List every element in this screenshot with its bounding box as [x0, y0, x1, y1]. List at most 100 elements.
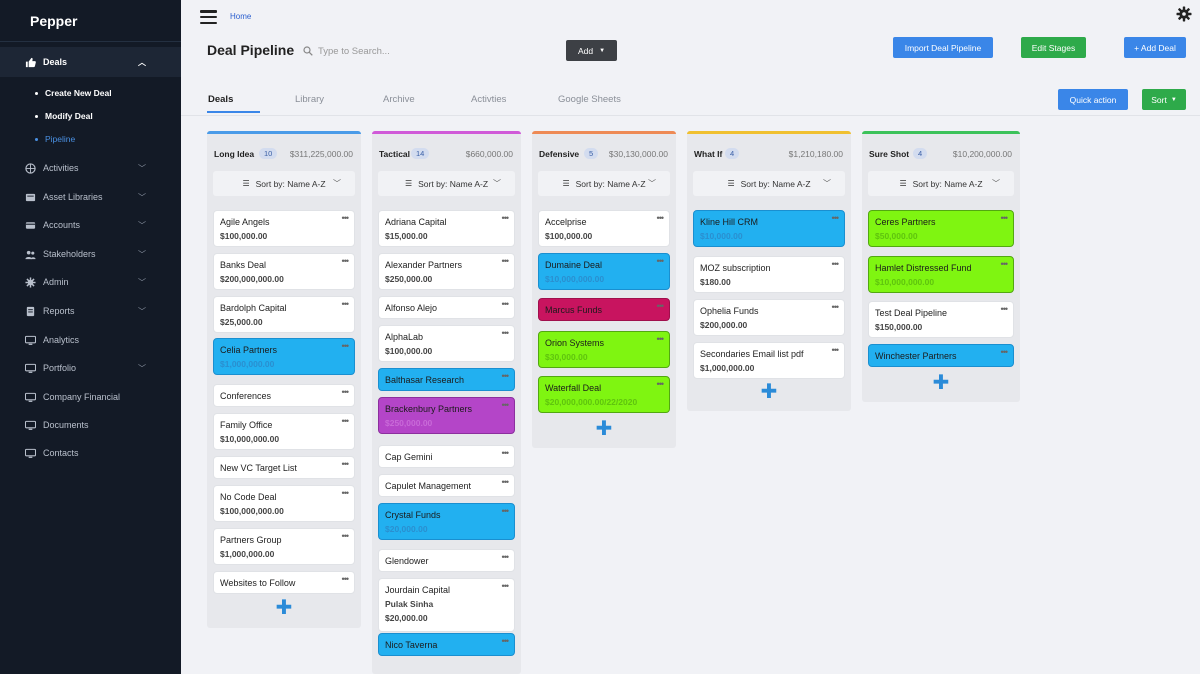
tab-activities[interactable]: Activties [471, 94, 507, 105]
sidebar-item-documents[interactable]: Documents [0, 414, 181, 436]
deal-card[interactable]: Banks Deal $200,000,000.00 ••• [213, 253, 355, 290]
sort-by-dropdown[interactable]: ☰ Sort by: Name A-Z ﹀ [868, 171, 1014, 196]
sidebar-item-accounts[interactable]: Accounts ﹀ [0, 214, 181, 236]
more-options-icon[interactable]: ••• [341, 299, 350, 309]
sidebar-item-admin[interactable]: Admin ﹀ [0, 271, 181, 293]
deal-card[interactable]: Waterfall Deal $20,000,000.00/22/2020 ••• [538, 376, 670, 413]
deal-card[interactable]: Orion Systems $30,000.00 ••• [538, 331, 670, 368]
sidebar-sub-pipeline[interactable]: Pipeline [35, 134, 75, 144]
deal-card[interactable]: Glendower ••• [378, 549, 515, 572]
add-card-icon[interactable]: ✚ [932, 372, 950, 394]
deal-card[interactable]: Capulet Management ••• [378, 474, 515, 497]
deal-card[interactable]: Balthasar Research ••• [378, 368, 515, 391]
deal-card[interactable]: Nico Taverna ••• [378, 633, 515, 656]
sort-by-dropdown[interactable]: ☰ Sort by: Name A-Z ﹀ [538, 171, 670, 196]
more-options-icon[interactable]: ••• [1000, 304, 1009, 314]
more-options-icon[interactable]: ••• [341, 488, 350, 498]
add-card-icon[interactable]: ✚ [275, 597, 293, 619]
more-options-icon[interactable]: ••• [831, 302, 840, 312]
deal-card[interactable]: Jourdain Capital Pulak Sinha $20,000.00 ••• [378, 578, 515, 632]
more-options-icon[interactable]: ••• [656, 379, 665, 389]
tab-library[interactable]: Library [295, 94, 325, 105]
add-card-icon[interactable]: ✚ [595, 418, 613, 440]
more-options-icon[interactable]: ••• [831, 259, 840, 269]
deal-card[interactable]: Test Deal Pipeline $150,000.00 ••• [868, 301, 1014, 338]
deal-card[interactable]: Hamlet Distressed Fund $10,000,000.00 ••• [868, 256, 1014, 293]
more-options-icon[interactable]: ••• [1000, 347, 1009, 357]
sidebar-item-company-financial[interactable]: Company Financial [0, 386, 181, 408]
deal-card[interactable]: Secondaries Email list pdf $1,000,000.00 •… [693, 342, 845, 379]
deal-card[interactable]: Celia Partners $1,000,000.00 ••• [213, 338, 355, 375]
more-options-icon[interactable]: ••• [1000, 213, 1009, 223]
deal-card[interactable]: Kline Hill CRM $10,000.00 ••• [693, 210, 845, 247]
add-card-icon[interactable]: ✚ [760, 381, 778, 403]
sidebar-item-reports[interactable]: Reports ﹀ [0, 300, 181, 322]
more-options-icon[interactable]: ••• [341, 574, 350, 584]
add-deal-button[interactable]: + Add Deal [1124, 37, 1186, 58]
sidebar-item-deals[interactable]: Deals ︿ [0, 47, 181, 77]
more-options-icon[interactable]: ••• [501, 636, 510, 646]
more-options-icon[interactable]: ••• [831, 213, 840, 223]
deal-card[interactable]: Ceres Partners $50,000.00 ••• [868, 210, 1014, 247]
more-options-icon[interactable]: ••• [656, 213, 665, 223]
more-options-icon[interactable]: ••• [501, 506, 510, 516]
more-options-icon[interactable]: ••• [341, 256, 350, 266]
deal-card[interactable]: Bardolph Capital $25,000.00 ••• [213, 296, 355, 333]
deal-card[interactable]: MOZ subscription $180.00 ••• [693, 256, 845, 293]
more-options-icon[interactable]: ••• [341, 213, 350, 223]
more-options-icon[interactable]: ••• [656, 334, 665, 344]
sidebar-item-activities[interactable]: Activities ﹀ [0, 157, 181, 179]
more-options-icon[interactable]: ••• [656, 256, 665, 266]
more-options-icon[interactable]: ••• [831, 345, 840, 355]
deal-card[interactable]: Ophelia Funds $200,000.00 ••• [693, 299, 845, 336]
sidebar-sub-modify-deal[interactable]: Modify Deal [35, 111, 93, 121]
more-options-icon[interactable]: ••• [1000, 259, 1009, 269]
more-options-icon[interactable]: ••• [501, 299, 510, 309]
search-box[interactable] [303, 44, 503, 58]
more-options-icon[interactable]: ••• [501, 256, 510, 266]
sort-by-dropdown[interactable]: ☰ Sort by: Name A-Z ﹀ [693, 171, 845, 196]
more-options-icon[interactable]: ••• [341, 531, 350, 541]
tab-google-sheets[interactable]: Google Sheets [558, 94, 621, 105]
deal-card[interactable]: Winchester Partners ••• [868, 344, 1014, 367]
sidebar-item-analytics[interactable]: Analytics [0, 329, 181, 351]
sort-by-dropdown[interactable]: ☰ Sort by: Name A-Z ﹀ [213, 171, 355, 196]
search-input[interactable] [318, 45, 488, 57]
more-options-icon[interactable]: ••• [341, 387, 350, 397]
deal-card[interactable]: Partners Group $1,000,000.00 ••• [213, 528, 355, 565]
more-options-icon[interactable]: ••• [341, 416, 350, 426]
import-deal-pipeline-button[interactable]: Import Deal Pipeline [893, 37, 993, 58]
deal-card[interactable]: Conferences ••• [213, 384, 355, 407]
sidebar-item-portfolio[interactable]: Portfolio ﹀ [0, 357, 181, 379]
more-options-icon[interactable]: ••• [501, 400, 510, 410]
sidebar-item-asset-libraries[interactable]: Asset Libraries ﹀ [0, 186, 181, 208]
deal-card[interactable]: AlphaLab $100,000.00 ••• [378, 325, 515, 362]
more-options-icon[interactable]: ••• [501, 552, 510, 562]
sort-dropdown-button[interactable]: Sort ▼ [1142, 89, 1186, 110]
deal-card[interactable]: Alfonso Alejo ••• [378, 296, 515, 319]
more-options-icon[interactable]: ••• [501, 477, 510, 487]
more-options-icon[interactable]: ••• [501, 371, 510, 381]
more-options-icon[interactable]: ••• [501, 581, 510, 591]
deal-card[interactable]: Adriana Capital $15,000.00 ••• [378, 210, 515, 247]
more-options-icon[interactable]: ••• [656, 301, 665, 311]
sidebar-sub-create-new-deal[interactable]: Create New Deal [35, 88, 112, 98]
tab-archive[interactable]: Archive [383, 94, 415, 105]
deal-card[interactable]: Websites to Follow ••• [213, 571, 355, 594]
deal-card[interactable]: Dumaine Deal $10,000,000.00 ••• [538, 253, 670, 290]
deal-card[interactable]: Marcus Funds ••• [538, 298, 670, 321]
add-dropdown-button[interactable]: Add ▼ [566, 40, 617, 61]
deal-card[interactable]: Alexander Partners $250,000.00 ••• [378, 253, 515, 290]
menu-icon[interactable] [200, 10, 217, 24]
more-options-icon[interactable]: ••• [501, 213, 510, 223]
deal-card[interactable]: No Code Deal $100,000,000.00 ••• [213, 485, 355, 522]
breadcrumb-home[interactable]: Home [230, 12, 252, 21]
sort-by-dropdown[interactable]: ☰ Sort by: Name A-Z ﹀ [378, 171, 515, 196]
gear-icon[interactable] [1176, 6, 1192, 22]
deal-card[interactable]: New VC Target List ••• [213, 456, 355, 479]
deal-card[interactable]: Brackenbury Partners $250,000.00 ••• [378, 397, 515, 434]
more-options-icon[interactable]: ••• [341, 459, 350, 469]
deal-card[interactable]: Accelprise $100,000.00 ••• [538, 210, 670, 247]
quick-action-button[interactable]: Quick action [1058, 89, 1128, 110]
more-options-icon[interactable]: ••• [341, 341, 350, 351]
